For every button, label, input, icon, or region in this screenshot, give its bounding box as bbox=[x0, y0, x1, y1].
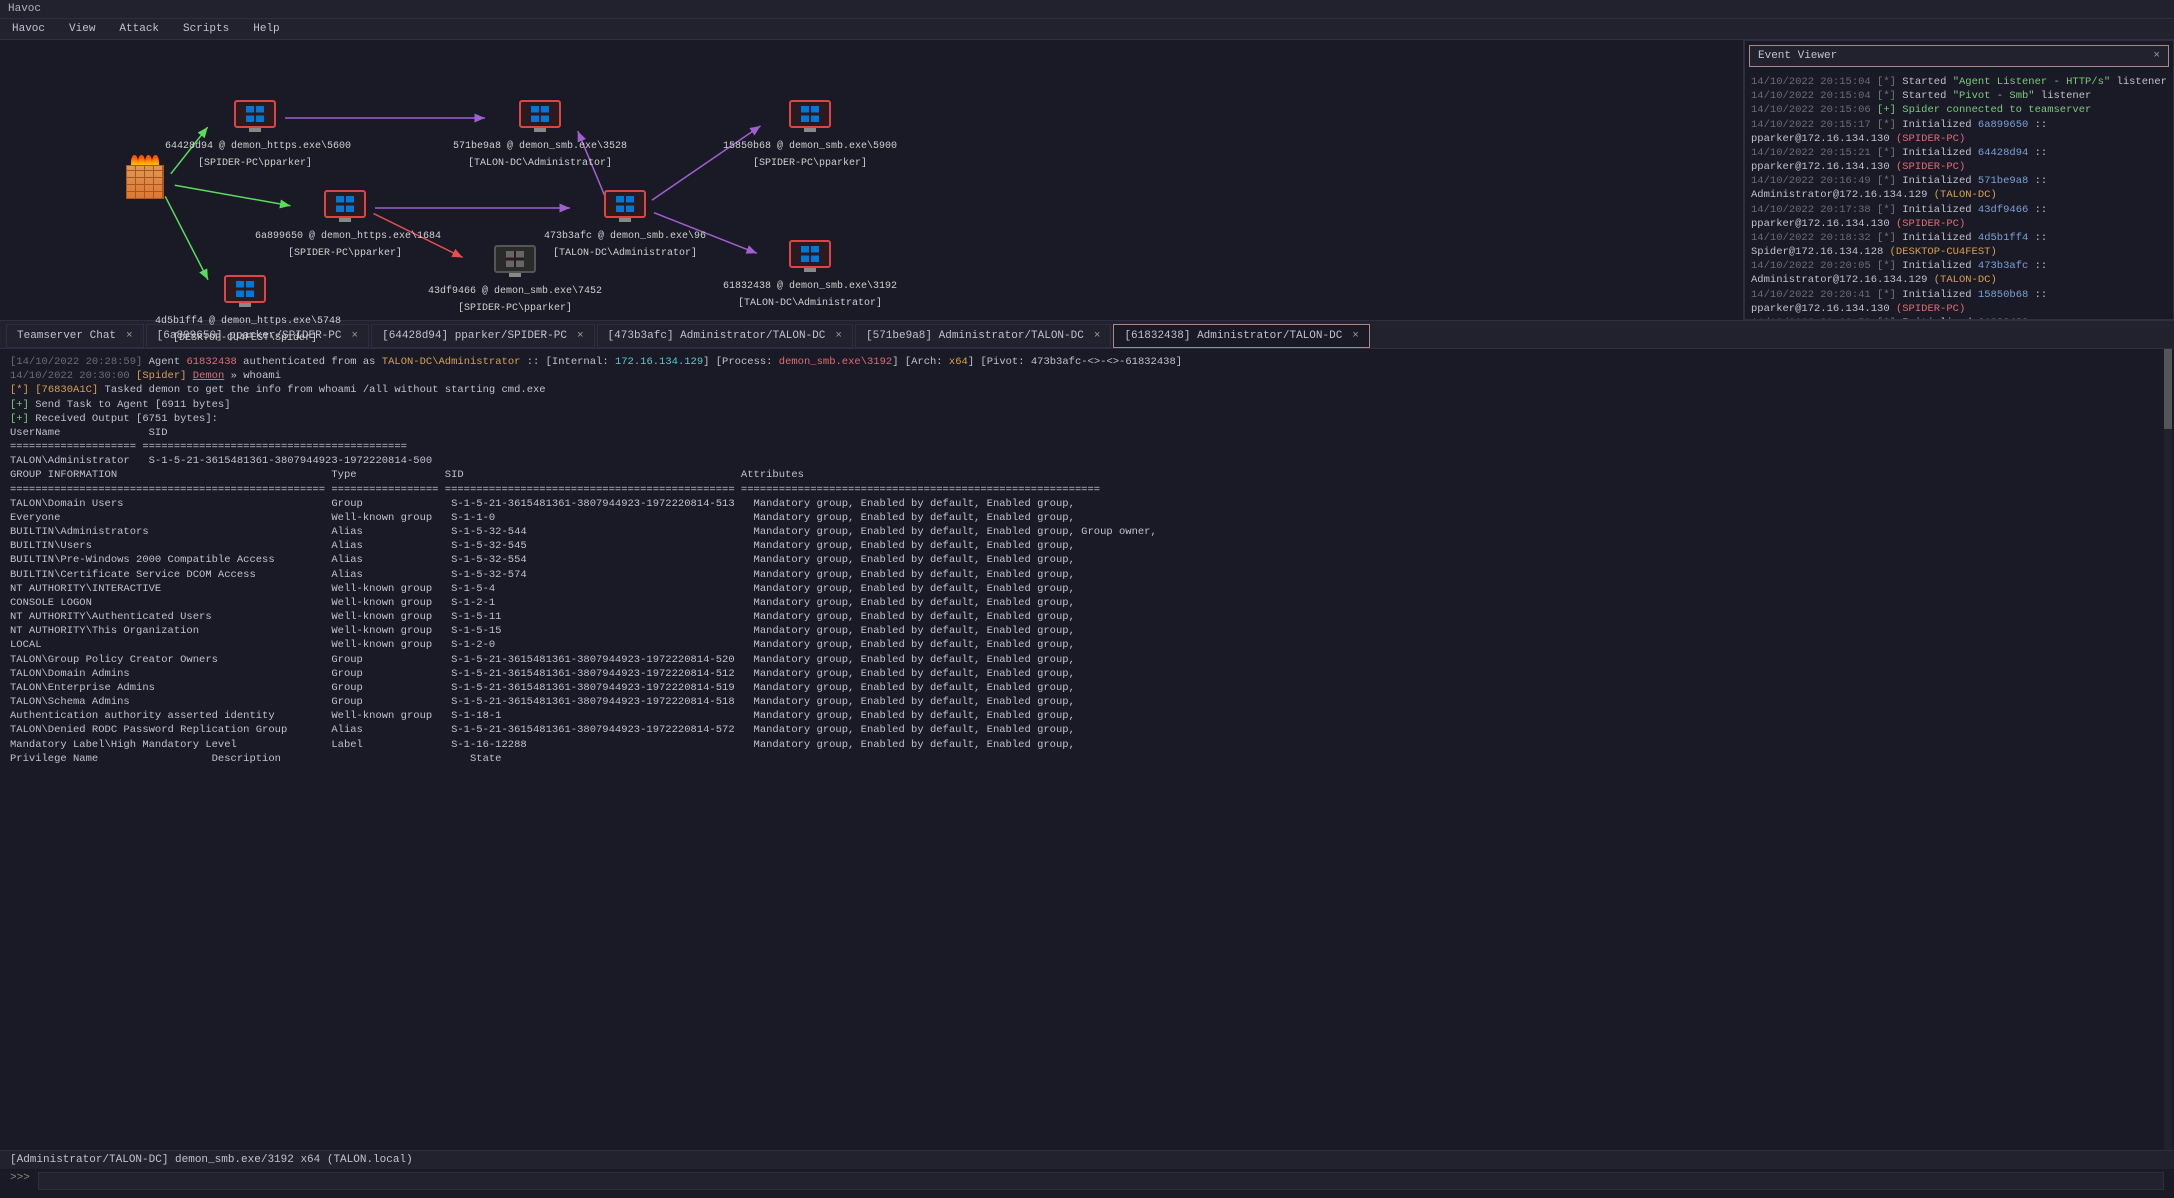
session-graph[interactable]: 64428d94 @ demon_https.exe\5600[SPIDER-P… bbox=[0, 40, 1744, 320]
close-icon[interactable]: × bbox=[1352, 330, 1359, 342]
menu-attack[interactable]: Attack bbox=[107, 19, 171, 39]
tab-5[interactable]: [61832438] Administrator/TALON-DC× bbox=[1113, 324, 1369, 348]
menu-scripts[interactable]: Scripts bbox=[171, 19, 241, 39]
close-icon[interactable]: × bbox=[577, 330, 584, 342]
close-icon[interactable]: × bbox=[351, 330, 358, 342]
graph-node-n1[interactable]: 64428d94 @ demon_https.exe\5600[SPIDER-P… bbox=[165, 100, 345, 170]
command-input[interactable] bbox=[38, 1172, 2164, 1190]
graph-node-n6[interactable]: 473b3afc @ demon_smb.exe\96[TALON-DC\Adm… bbox=[535, 190, 715, 260]
menu-help[interactable]: Help bbox=[241, 19, 291, 39]
menu-view[interactable]: View bbox=[57, 19, 107, 39]
scrollbar-thumb[interactable] bbox=[2164, 349, 2172, 429]
status-bar: [Administrator/TALON-DC] demon_smb.exe/3… bbox=[0, 1150, 2174, 1169]
scrollbar[interactable] bbox=[2164, 349, 2172, 1150]
graph-node-n2[interactable]: 6a899650 @ demon_https.exe\1684[SPIDER-P… bbox=[255, 190, 435, 260]
close-icon[interactable]: × bbox=[1094, 330, 1101, 342]
graph-node-fw[interactable] bbox=[55, 165, 235, 207]
close-icon[interactable]: × bbox=[835, 330, 842, 342]
close-icon[interactable]: × bbox=[2153, 50, 2160, 62]
tab-2[interactable]: [64428d94] pparker/SPIDER-PC× bbox=[371, 324, 594, 348]
event-viewer-panel: Event Viewer × 14/10/2022 20:15:04 [*] S… bbox=[1744, 40, 2174, 320]
graph-node-n4[interactable]: 571be9a8 @ demon_smb.exe\3528[TALON-DC\A… bbox=[450, 100, 630, 170]
prompt-prefix: >>> bbox=[10, 1172, 30, 1190]
graph-node-n8[interactable]: 61832438 @ demon_smb.exe\3192[TALON-DC\A… bbox=[720, 240, 900, 310]
tab-3[interactable]: [473b3afc] Administrator/TALON-DC× bbox=[597, 324, 853, 348]
close-icon[interactable]: × bbox=[126, 330, 133, 342]
menu-havoc[interactable]: Havoc bbox=[0, 19, 57, 39]
menubar: HavocViewAttackScriptsHelp bbox=[0, 19, 2174, 40]
graph-node-n7[interactable]: 15850b68 @ demon_smb.exe\5900[SPIDER-PC\… bbox=[720, 100, 900, 170]
graph-node-n3[interactable]: 4d5b1ff4 @ demon_https.exe\5748[DESKTOP-… bbox=[155, 275, 335, 345]
window-titlebar: Havoc bbox=[0, 0, 2174, 19]
event-log: 14/10/2022 20:15:04 [*] Started "Agent L… bbox=[1745, 71, 2173, 319]
event-viewer-title: Event Viewer bbox=[1758, 50, 1837, 62]
tab-0[interactable]: Teamserver Chat× bbox=[6, 324, 144, 348]
tab-4[interactable]: [571be9a8] Administrator/TALON-DC× bbox=[855, 324, 1111, 348]
agent-console[interactable]: [14/10/2022 20:28:59] Agent 61832438 aut… bbox=[0, 349, 2174, 1150]
